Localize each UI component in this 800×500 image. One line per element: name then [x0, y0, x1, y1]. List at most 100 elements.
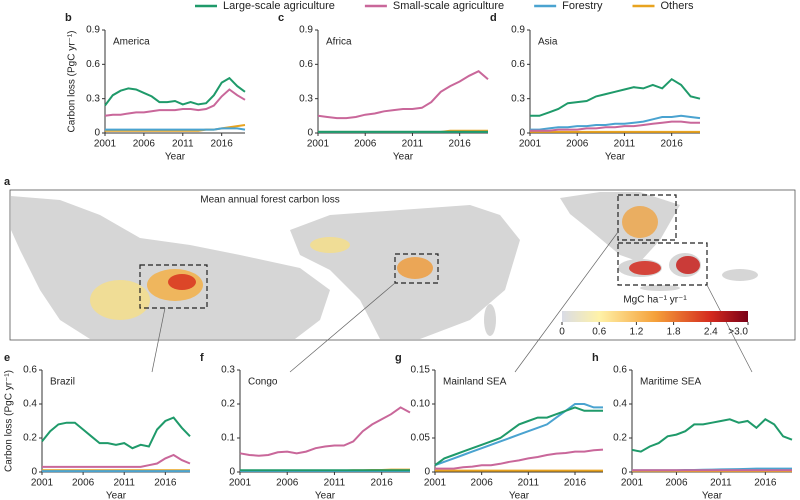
x-tick-label: 2016 [211, 139, 234, 150]
y-tick-label: 0.1 [221, 433, 235, 444]
y-tick-label: 0.3 [511, 93, 525, 104]
y-tick-label: 0.4 [613, 399, 627, 410]
panel-label: c [278, 12, 284, 24]
y-tick-label: 0 [307, 128, 313, 139]
panel-label: a [4, 176, 11, 188]
series-line [104, 88, 246, 117]
colorbar-tick-label: 0 [559, 327, 565, 338]
x-tick-label: 2016 [564, 478, 587, 489]
x-tick-label: 2011 [172, 139, 194, 150]
hotspots [90, 206, 700, 320]
panel-label: d [490, 12, 497, 24]
x-tick-label: 2011 [113, 478, 135, 489]
y-tick-label: 0.2 [221, 399, 235, 410]
x-tick-label: 2016 [154, 478, 177, 489]
series-line [631, 418, 793, 453]
series-line [105, 127, 246, 131]
x-tick-label: 2001 [424, 478, 447, 489]
y-tick-label: 0.3 [86, 93, 100, 104]
x-axis-label: Year [509, 491, 530, 500]
panel-title: Maritime SEA [640, 377, 701, 388]
x-tick-label: 2001 [307, 139, 330, 150]
y-tick-label: 0.6 [511, 59, 525, 70]
x-axis-label: Year [315, 491, 336, 500]
series-line [104, 76, 246, 107]
y-tick-label: 0.10 [411, 399, 431, 410]
series-line [530, 77, 701, 117]
region-boxes [139, 194, 708, 309]
y-tick-label: 0 [229, 467, 235, 478]
y-tick-label: 0.4 [23, 399, 37, 410]
y-tick-label: 0 [519, 128, 525, 139]
x-tick-label: 2016 [754, 478, 777, 489]
x-axis-label: Year [106, 491, 127, 500]
y-tick-label: 0.6 [23, 365, 37, 376]
series-line [435, 448, 604, 470]
panel-label: h [592, 352, 599, 364]
legend-label: Large-scale agriculture [223, 0, 335, 12]
y-tick-label: 0.6 [613, 365, 627, 376]
map [9, 189, 796, 373]
panel-title: Congo [248, 377, 278, 388]
colorbar-tick-label: 1.2 [629, 327, 643, 338]
x-axis-label: Year [165, 152, 186, 163]
x-tick-label: 2011 [324, 478, 346, 489]
legend-label: Forestry [562, 0, 603, 12]
colorbar-label: MgC ha⁻¹ yr⁻¹ [623, 295, 687, 306]
legend-label: Others [661, 0, 695, 12]
x-tick-label: 2001 [94, 139, 117, 150]
x-axis-label: Year [393, 152, 414, 163]
x-tick-label: 2011 [518, 478, 540, 489]
x-tick-label: 2001 [31, 478, 54, 489]
y-tick-label: 0.9 [299, 25, 313, 36]
panel-title: Asia [538, 37, 558, 48]
panel-label: b [65, 12, 72, 24]
x-tick-label: 2001 [621, 478, 644, 489]
x-tick-label: 2006 [72, 478, 95, 489]
x-tick-label: 2006 [566, 139, 589, 150]
y-tick-label: 0 [31, 467, 37, 478]
x-tick-label: 2006 [133, 139, 156, 150]
map-title: Mean annual forest carbon loss [200, 195, 340, 206]
connectors [151, 231, 753, 373]
colorbar-tick-label: 0.6 [592, 327, 606, 338]
y-axis-label: Carbon loss (PgC yr⁻¹) [67, 31, 78, 133]
panel-label: g [395, 352, 402, 364]
y-tick-label: 0 [621, 467, 627, 478]
colorbar-tick-label: 1.8 [667, 327, 681, 338]
panel-title: Mainland SEA [443, 377, 507, 388]
x-axis-label: Year [605, 152, 626, 163]
panel-title: Africa [326, 37, 352, 48]
x-tick-label: 2016 [371, 478, 394, 489]
x-tick-label: 2016 [449, 139, 472, 150]
y-tick-label: 0.3 [221, 365, 235, 376]
series-line [530, 120, 700, 132]
legend-label: Small-scale agriculture [393, 0, 504, 12]
series-line [41, 416, 191, 450]
x-tick-label: 2006 [665, 478, 688, 489]
x-tick-label: 2016 [661, 139, 684, 150]
x-tick-label: 2001 [519, 139, 542, 150]
y-axis-label: Carbon loss (PgC yr⁻¹) [4, 370, 15, 472]
y-tick-label: 0 [94, 128, 100, 139]
y-tick-label: 0.2 [23, 433, 37, 444]
panel-title: America [113, 37, 150, 48]
y-tick-label: 0 [424, 467, 430, 478]
colorbar-tick-label: >3.0 [728, 327, 748, 338]
x-tick-label: 2011 [402, 139, 424, 150]
x-axis-label: Year [702, 491, 723, 500]
y-tick-label: 0.9 [86, 25, 100, 36]
x-tick-label: 2011 [614, 139, 636, 150]
x-tick-label: 2006 [354, 139, 377, 150]
y-tick-label: 0.3 [299, 93, 313, 104]
y-tick-label: 0.6 [86, 59, 100, 70]
panel-label: e [4, 352, 10, 364]
x-tick-label: 2011 [710, 478, 732, 489]
series-line [317, 70, 489, 120]
x-tick-label: 2006 [471, 478, 494, 489]
series-line [434, 403, 603, 467]
y-tick-label: 0.15 [411, 365, 431, 376]
panel-title: Brazil [50, 377, 75, 388]
series-line [42, 453, 191, 468]
